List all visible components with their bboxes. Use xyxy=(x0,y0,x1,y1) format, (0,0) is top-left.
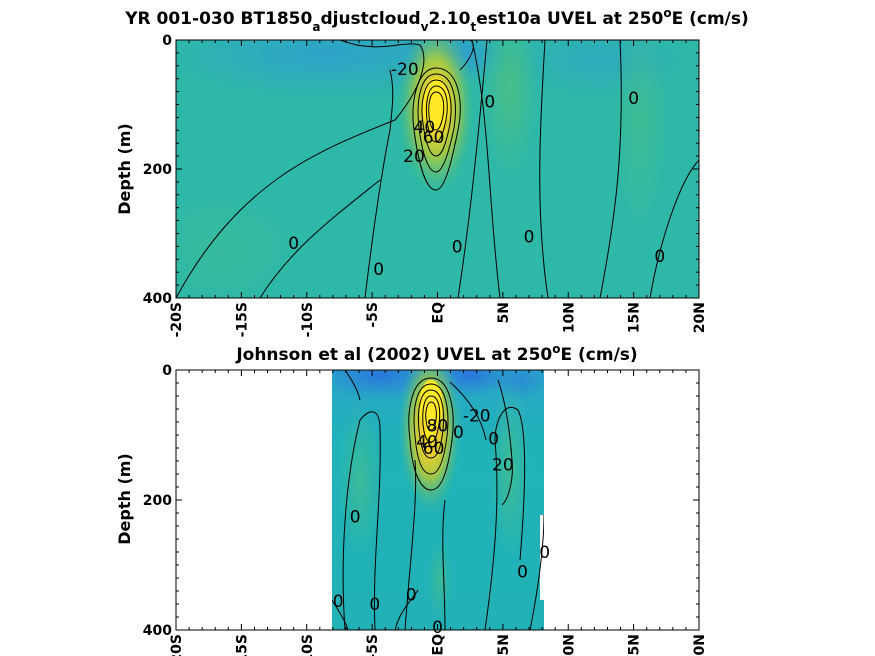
top-contour-label: -20 xyxy=(391,60,419,80)
bottom-heatmap xyxy=(332,370,544,630)
bottom-contour-label: 0 xyxy=(333,592,344,612)
bottom-x-ticks: -20S -15S -10S -5S EQ 5N 10N 15N 20N xyxy=(169,370,708,656)
top-contour-label: 0 xyxy=(524,228,535,248)
bottom-panel-title: Johnson et al (2002) UVEL at 250oE (cm/s… xyxy=(235,342,637,365)
bottom-x-tick-label: 20N xyxy=(692,634,708,656)
top-x-tick-label: -15S xyxy=(234,302,250,337)
top-x-tick-label: 10N xyxy=(561,302,577,333)
top-y-tick-label: 0 xyxy=(162,33,172,49)
bottom-x-tick-label: -15S xyxy=(234,634,250,656)
bottom-contour-label: 40 xyxy=(416,433,438,453)
top-contour-label: 60 xyxy=(423,128,445,148)
bottom-contour-label: -20 xyxy=(463,407,491,427)
top-x-ticks: -20S -15S -10S -5S EQ 5N 10N 15N 20N xyxy=(169,40,708,337)
bottom-y-axis-label: Depth (m) xyxy=(115,453,134,545)
bottom-contour-label: 0 xyxy=(453,423,464,443)
bottom-contour-label: 0 xyxy=(539,543,550,563)
top-contour-label: 40 xyxy=(414,118,436,138)
top-contour-label: 0 xyxy=(288,234,299,254)
top-contour-label: 0 xyxy=(452,237,463,257)
bottom-contour-label: 80 xyxy=(427,416,449,436)
top-x-tick-label: EQ xyxy=(431,302,447,324)
bottom-x-tick-label: 5N xyxy=(496,634,512,655)
top-contour-lines xyxy=(176,40,699,298)
top-y-tick-label: 200 xyxy=(143,162,172,178)
top-x-tick-label: 20N xyxy=(692,302,708,333)
bottom-contour-label: 0 xyxy=(350,507,361,527)
bottom-x-tick-label: -5S xyxy=(365,634,381,656)
bottom-contour-label: 0 xyxy=(517,563,528,583)
top-y-axis-label: Depth (m) xyxy=(115,123,134,215)
top-heatmap xyxy=(176,40,699,298)
top-x-tick-label: -5S xyxy=(365,302,381,328)
top-x-tick-label: -10S xyxy=(300,302,316,337)
top-x-tick-label: -20S xyxy=(169,302,185,337)
bottom-x-tick-label: 15N xyxy=(627,634,643,656)
bottom-contour-lines xyxy=(332,370,544,630)
bottom-y-tick-label: 0 xyxy=(162,363,172,379)
top-contour-label: 20 xyxy=(403,147,425,167)
bottom-y-tick-label: 200 xyxy=(143,493,172,509)
top-y-tick-label: 400 xyxy=(143,291,172,307)
top-contour-label: 0 xyxy=(654,247,665,267)
bottom-contour-label: 0 xyxy=(488,429,499,449)
bottom-x-tick-label: 10N xyxy=(561,634,577,656)
top-contour-label: 0 xyxy=(484,92,495,112)
bottom-contour-label: 20 xyxy=(492,455,514,475)
top-panel-title: YR 001-030 BT1850adjustcloudv2.10test10a… xyxy=(124,6,749,34)
bottom-y-tick-label: 400 xyxy=(143,623,172,639)
top-contour-label: 0 xyxy=(373,260,384,280)
bottom-panel: Johnson et al (2002) UVEL at 250oE (cm/s… xyxy=(115,342,708,656)
bottom-x-tick-label: EQ xyxy=(431,634,447,656)
top-x-tick-label: 5N xyxy=(496,302,512,323)
bottom-x-tick-label: -10S xyxy=(300,634,316,656)
top-contour-label: 0 xyxy=(628,89,639,109)
bottom-contour-label: 60 xyxy=(423,439,445,459)
top-x-tick-label: 15N xyxy=(627,302,643,333)
top-panel: YR 001-030 BT1850adjustcloudv2.10test10a… xyxy=(115,6,749,337)
bottom-contour-label: 0 xyxy=(369,595,380,615)
bottom-x-tick-label: -20S xyxy=(169,634,185,656)
bottom-contour-label: 0 xyxy=(406,585,417,605)
